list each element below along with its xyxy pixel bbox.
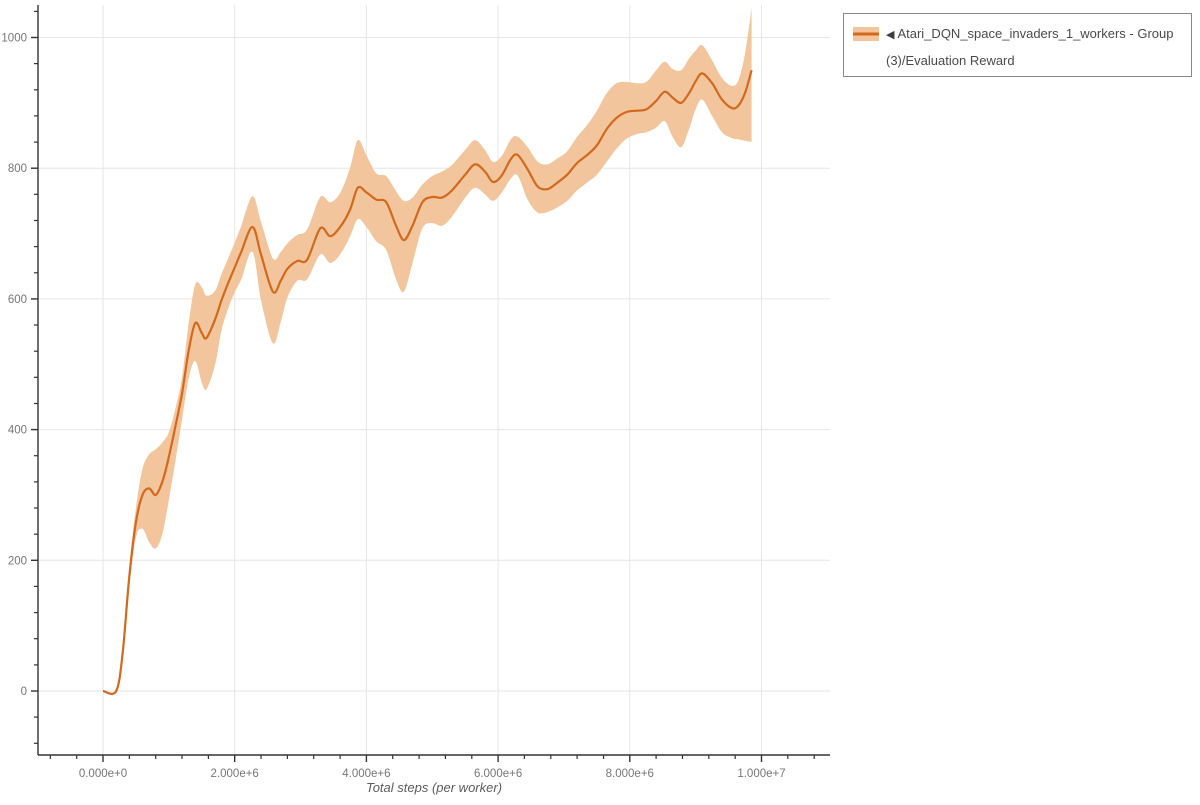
mean-reward-line — [102, 69, 753, 695]
y-tick-label: 0 — [21, 686, 27, 698]
gridlines — [38, 5, 830, 755]
legend-series-label: Atari_DQN_space_invaders_1_workers - Gro… — [886, 26, 1174, 68]
x-tick-label: 2.000e+6 — [211, 768, 259, 780]
y-tick-label: 1000 — [1, 33, 27, 45]
axes: 0.000e+0 2.000e+6 4.000e+6 6.000e+6 8.000e+6… — [1, 5, 830, 780]
x-tick-label: 1.000e+7 — [737, 768, 785, 780]
legend: ◀ Atari_DQN_space_invaders_1_workers - Gr… — [843, 13, 1192, 77]
y-tick-label: 600 — [8, 294, 27, 306]
y-tick-label: 400 — [8, 425, 27, 437]
x-tick-label: 8.000e+6 — [606, 768, 654, 780]
x-axis-title: Total steps (per worker) — [366, 780, 502, 795]
confidence-band — [103, 8, 752, 695]
y-tick-label: 200 — [8, 555, 27, 567]
y-tick-label: 800 — [8, 163, 27, 175]
x-tick-label: 6.000e+6 — [474, 768, 522, 780]
legend-swatch-icon — [853, 27, 879, 41]
legend-item[interactable]: ◀ Atari_DQN_space_invaders_1_workers - Gr… — [886, 21, 1185, 74]
legend-toggle-triangle-icon: ◀ — [886, 29, 895, 41]
x-tick-label: 4.000e+6 — [342, 768, 390, 780]
x-tick-label: 0.000e+0 — [79, 768, 127, 780]
